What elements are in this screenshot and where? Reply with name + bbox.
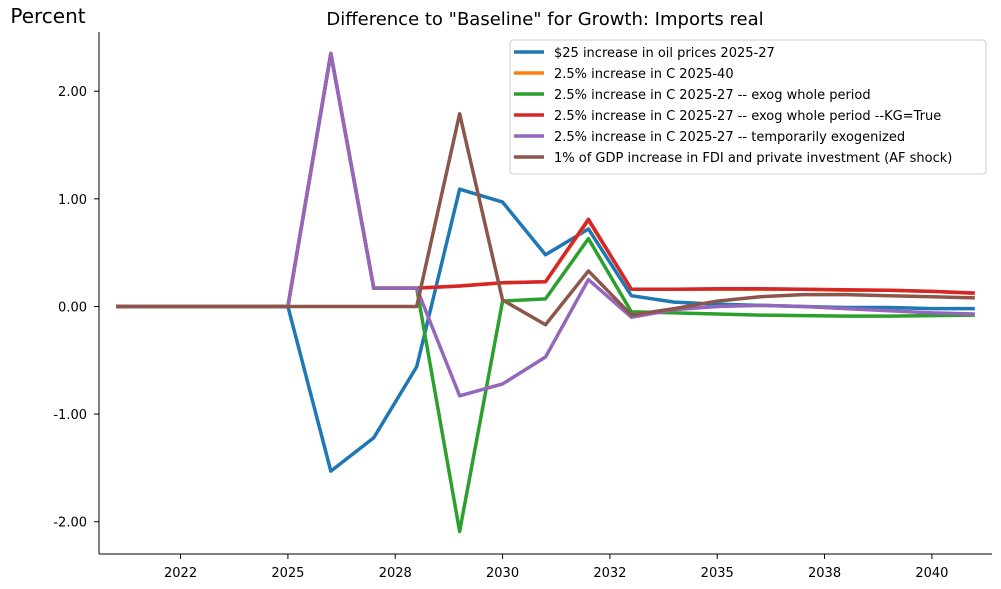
x-tick-label: 2032 xyxy=(593,566,626,581)
chart-title: Difference to "Baseline" for Growth: Imp… xyxy=(326,9,763,30)
y-tick-label: 0.00 xyxy=(58,300,87,315)
legend-label: 2.5% increase in C 2025-27 -- temporaril… xyxy=(554,130,905,145)
legend-label: 2.5% increase in C 2025-40 xyxy=(554,67,734,82)
x-tick-label: 2040 xyxy=(915,566,948,581)
y-tick-label: -1.00 xyxy=(53,408,87,423)
y-tick-label: 1.00 xyxy=(58,193,87,208)
ticks: 2022 2025 2028 2030 2032 2035 2038 2040 2.00 1.00… xyxy=(53,85,948,581)
legend-label: $25 increase in oil prices 2025-27 xyxy=(554,46,775,61)
legend-label: 1% of GDP increase in FDI and private in… xyxy=(554,151,952,166)
legend-box xyxy=(509,39,987,175)
legend-label: 2.5% increase in C 2025-27 -- exog whole… xyxy=(554,109,941,124)
axes xyxy=(98,32,992,555)
x-tick-label: 2022 xyxy=(164,566,197,581)
x-tick-label: 2025 xyxy=(271,566,304,581)
series-line-1 xyxy=(116,187,975,473)
y-axis-label: Percent xyxy=(10,4,85,28)
x-tick-label: 2030 xyxy=(486,566,519,581)
x-tick-label: 2028 xyxy=(379,566,412,581)
y-tick-label: 2.00 xyxy=(58,85,87,100)
y-tick-label: -2.00 xyxy=(53,516,87,531)
series-lines xyxy=(116,51,975,534)
x-tick-label: 2035 xyxy=(701,566,734,581)
legend: $25 increase in oil prices 2025-27 2.5% i… xyxy=(509,39,987,175)
x-tick-label: 2038 xyxy=(808,566,841,581)
series-line-6 xyxy=(116,112,975,327)
legend-label: 2.5% increase in C 2025-27 -- exog whole… xyxy=(554,88,871,103)
